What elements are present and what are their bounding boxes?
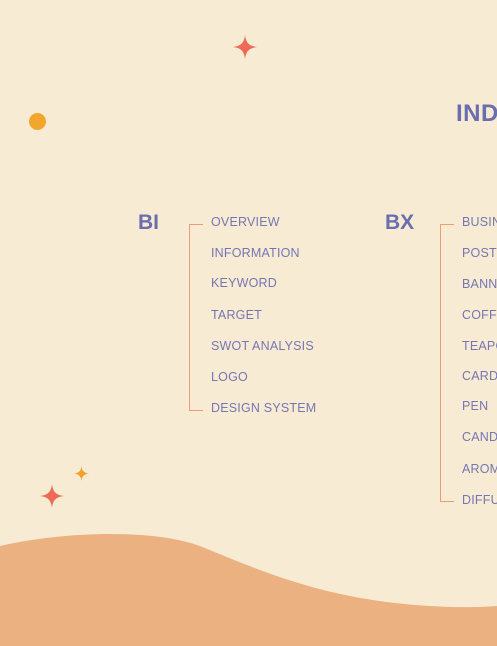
page-title: IND [456,100,497,127]
list-item: AROMA [462,462,497,476]
list-item: POSTE [462,246,497,260]
section-label-bi: BI [138,211,159,234]
list-item: CARD [462,369,497,383]
list-item: DESIGN SYSTEM [211,401,317,415]
list-item: LOGO [211,370,248,384]
list-item: BANNE [462,277,497,291]
bracket-tick [440,224,454,225]
wave-decoration [0,533,497,646]
bracket-bx [440,224,442,502]
bracket-bi [189,224,191,411]
bracket-tick [440,501,454,502]
list-item: TARGET [211,308,262,322]
sparkle-star-icon [233,35,257,59]
list-item: SWOT ANALYSIS [211,339,314,353]
list-item: KEYWORD [211,276,277,290]
sparkle-star-icon [40,484,64,508]
dot-icon [29,113,46,130]
list-item: TEAPO [462,339,497,353]
list-item: OVERVIEW [211,215,280,229]
bracket-tick [189,410,203,411]
section-label-bx: BX [385,211,415,234]
list-item: CANDL [462,430,497,444]
list-item: BUSINI [462,215,497,229]
list-item: COFFE [462,308,497,322]
list-item: DIFFUS [462,493,497,507]
list-item: PEN [462,399,489,413]
bracket-tick [189,224,203,225]
list-item: INFORMATION [211,246,300,260]
sparkle-star-icon [74,466,89,481]
